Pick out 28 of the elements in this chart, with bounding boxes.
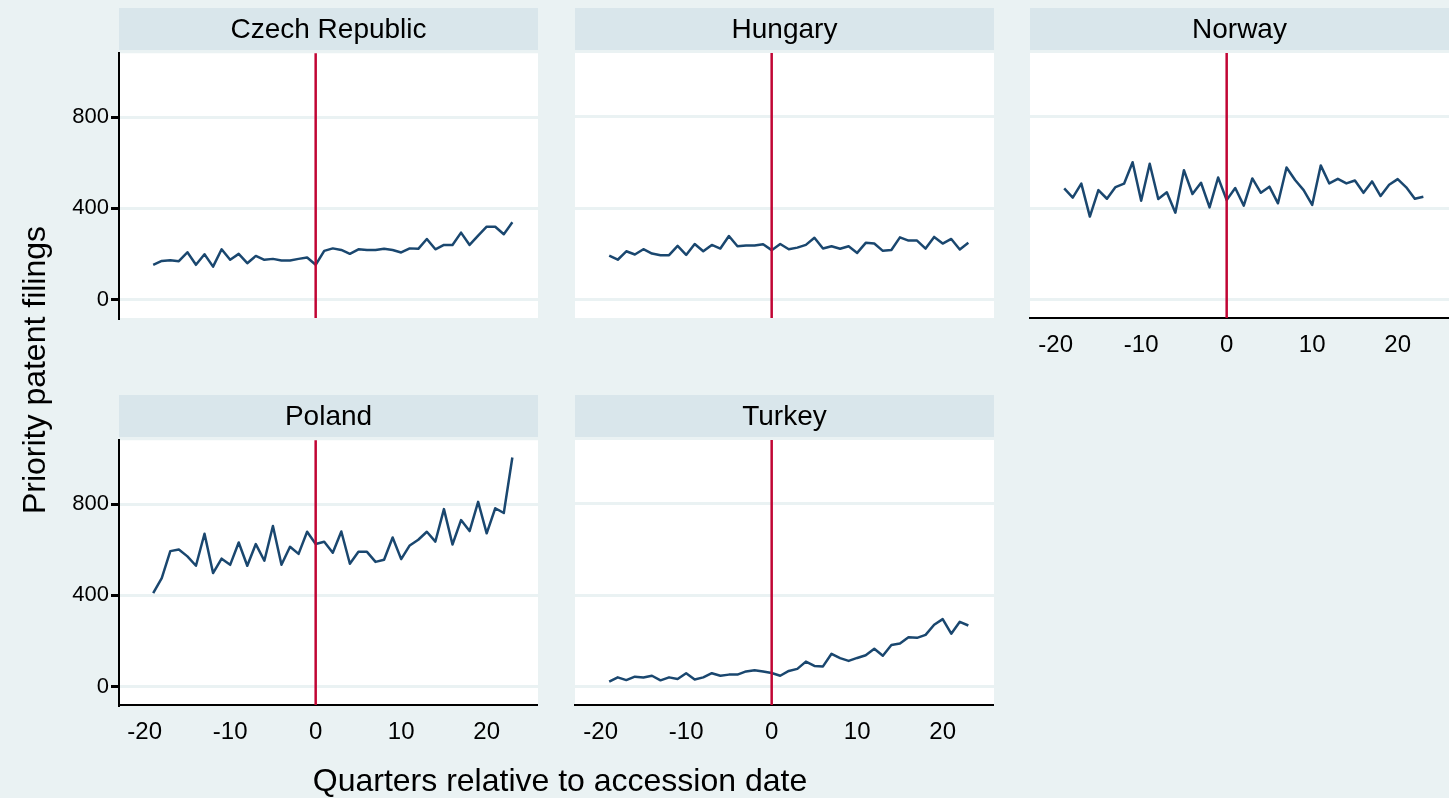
x-tick-label: -10 xyxy=(668,717,704,745)
x-tick-label: -20 xyxy=(127,716,162,744)
y-tick-label: 400 xyxy=(72,194,109,220)
chart-title: Poland xyxy=(119,395,538,437)
y-tick-label: 400 xyxy=(72,581,109,607)
chart-title: Hungary xyxy=(575,8,994,50)
x-tick-label: 10 xyxy=(387,716,415,744)
x-tick-label: 0 xyxy=(764,717,779,745)
x-tick-label: 20 xyxy=(1384,330,1412,358)
chart-title: Turkey xyxy=(575,395,994,437)
x-tick-label: 20 xyxy=(929,717,957,745)
x-tick-label: -10 xyxy=(212,716,248,744)
chart-title: Norway xyxy=(1030,8,1449,50)
y-tick-label: 800 xyxy=(72,102,109,128)
y-tick-label: 0 xyxy=(96,285,109,311)
y-axis-title: Priority patent filings xyxy=(15,225,53,515)
x-tick-label: -10 xyxy=(1123,330,1159,358)
x-tick-label: 0 xyxy=(308,716,323,744)
x-tick-label: -20 xyxy=(1038,330,1073,358)
y-tick-label: 800 xyxy=(72,489,109,515)
x-tick-label: -20 xyxy=(583,717,618,745)
x-tick-label: 10 xyxy=(843,717,871,745)
x-tick-label: 20 xyxy=(473,716,501,744)
x-tick-label: 0 xyxy=(1219,330,1234,358)
chart-title: Czech Republic xyxy=(119,8,538,50)
x-axis-title: Quarters relative to accession date xyxy=(312,761,808,798)
x-tick-label: 10 xyxy=(1298,330,1326,358)
y-tick-label: 0 xyxy=(96,672,109,698)
